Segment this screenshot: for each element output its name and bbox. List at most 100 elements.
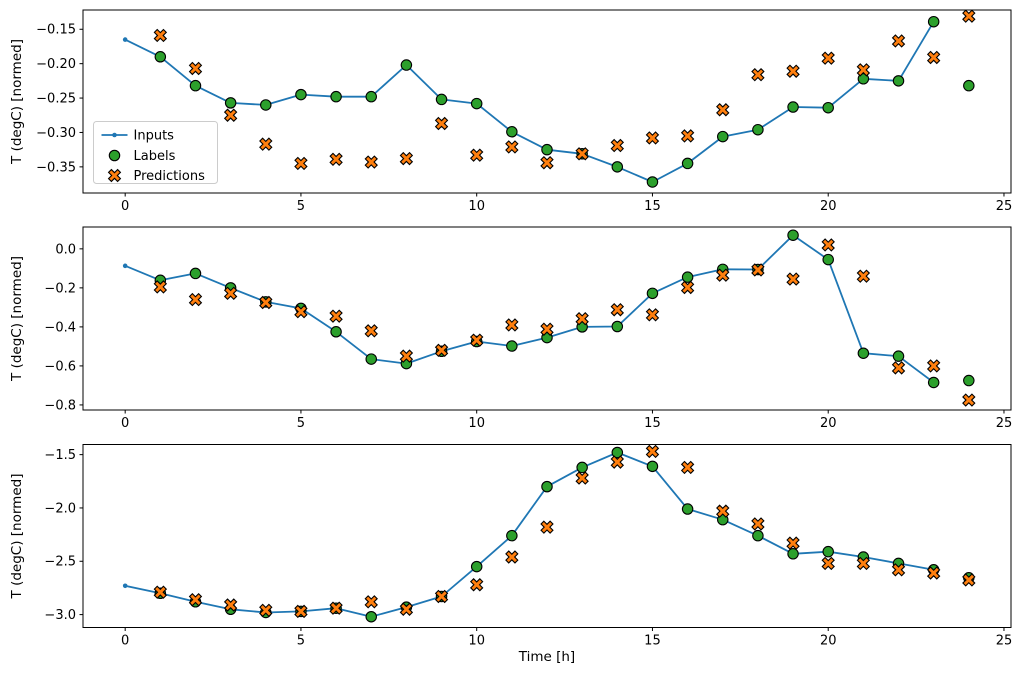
y-tick-label: −1.5	[44, 448, 76, 463]
labels-point	[963, 79, 975, 92]
x-tick-label: 20	[820, 416, 837, 431]
subplot-1: −0.15 −0.20 −0.25 −0.30 −0.35 0 5 10 15 20 25 T (de…	[9, 9, 1013, 214]
labels-point	[470, 560, 483, 573]
predictions-point	[153, 280, 168, 294]
labels-point	[260, 99, 272, 111]
inputs-line	[125, 451, 934, 618]
predictions-point	[680, 460, 695, 475]
x-tick-label: 10	[468, 416, 485, 431]
labels-point	[400, 59, 413, 71]
predictions-point	[575, 311, 589, 326]
predictions-point	[469, 333, 484, 347]
labels-point	[224, 97, 237, 109]
predictions-point	[645, 131, 660, 145]
predictions-point	[962, 573, 976, 587]
y-tick-label: −0.6	[44, 359, 76, 374]
axes-box	[82, 226, 1012, 411]
predictions-point	[188, 592, 203, 607]
predictions-point	[610, 455, 625, 469]
labels-point	[717, 130, 729, 143]
predictions-point	[856, 269, 871, 283]
predictions-point	[329, 152, 343, 167]
legend-label: Labels	[134, 149, 176, 164]
y-axis-label: T (degC) [normed]	[9, 474, 25, 600]
inputs-point	[122, 583, 128, 589]
x-tick-label: 10	[468, 199, 485, 214]
predictions-point	[505, 550, 519, 564]
predictions-point	[259, 295, 273, 310]
predictions-point	[645, 308, 660, 322]
y-axis-ticks: −1.5 −2.0 −2.5 −3.0	[44, 448, 83, 623]
predictions-point	[926, 566, 941, 580]
predictions-point	[223, 598, 238, 612]
predictions-point	[680, 280, 695, 295]
y-tick-label: −0.8	[44, 398, 76, 413]
legend-entry-labels: Labels	[108, 149, 176, 164]
predictions-point	[962, 393, 976, 407]
inputs-point	[122, 37, 128, 42]
y-axis-label: T (degC) [normed]	[9, 39, 25, 165]
y-tick-label: −0.20	[36, 57, 76, 72]
y-tick-label: −0.25	[36, 91, 76, 106]
labels-point	[892, 75, 905, 87]
labels-point	[963, 374, 975, 387]
legend-box	[93, 121, 218, 184]
x-tick-label: 20	[820, 199, 837, 214]
labels-point	[330, 326, 342, 338]
predictions-point	[575, 471, 589, 485]
predictions-point	[399, 151, 414, 166]
labels-point	[787, 229, 799, 241]
x-tick-label: 25	[996, 199, 1013, 214]
legend-entry-predictions: Predictions	[107, 168, 205, 184]
y-tick-label: −2.5	[44, 555, 76, 570]
predictions-point	[364, 595, 378, 609]
x-tick-label: 10	[468, 634, 485, 649]
predictions-point	[540, 156, 554, 170]
x-tick-label: 0	[121, 416, 129, 431]
legend: Inputs Labels Predictions	[93, 121, 218, 184]
labels-point	[541, 480, 553, 493]
labels-point	[822, 101, 834, 114]
labels-point	[189, 79, 202, 92]
labels-point	[295, 88, 307, 101]
predictions-point	[751, 517, 765, 531]
labels-point	[822, 545, 834, 558]
predictions-point	[856, 556, 871, 571]
predictions-point	[891, 563, 906, 577]
line-dot-icon	[112, 132, 117, 138]
y-tick-label: −3.0	[44, 608, 76, 623]
x-tick-label: 5	[297, 634, 305, 649]
predictions-point	[926, 50, 941, 65]
predictions-scatter-series	[153, 238, 976, 407]
x-tick-label: 25	[996, 634, 1013, 649]
labels-point	[541, 143, 553, 156]
predictions-point	[962, 9, 976, 23]
predictions-point	[434, 116, 449, 131]
predictions-point	[821, 556, 835, 571]
labels-point	[506, 126, 518, 138]
predictions-point	[926, 359, 941, 373]
labels-point	[611, 446, 624, 459]
y-tick-label: −0.4	[44, 320, 76, 335]
predictions-point	[540, 322, 554, 336]
labels-point	[506, 529, 518, 542]
predictions-point	[223, 108, 238, 122]
predictions-point	[786, 64, 800, 78]
y-axis-ticks: 0.0 −0.2 −0.4 −0.6 −0.8	[44, 242, 83, 413]
predictions-point	[153, 28, 168, 43]
predictions-point	[716, 268, 730, 282]
predictions-point	[399, 349, 414, 363]
predictions-point	[434, 343, 449, 358]
predictions-point	[329, 601, 343, 615]
labels-point	[646, 176, 659, 188]
labels-point	[892, 350, 905, 362]
predictions-point	[364, 324, 378, 338]
x-tick-label: 15	[644, 634, 661, 649]
predictions-scatter-series	[153, 444, 976, 619]
labels-point	[646, 460, 659, 473]
labels-point	[927, 15, 940, 28]
predictions-point	[294, 156, 308, 171]
x-tick-label: 5	[297, 416, 305, 431]
labels-point	[154, 51, 167, 63]
